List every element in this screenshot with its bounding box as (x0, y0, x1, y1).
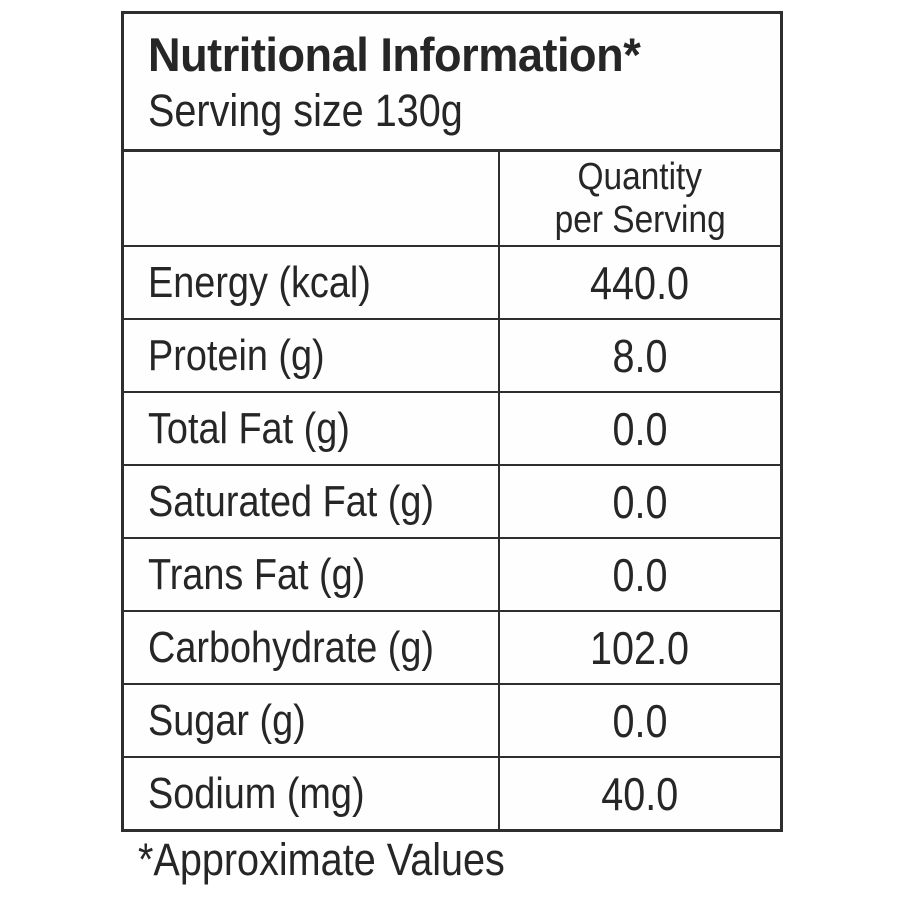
quantity-header-line1: Quantity (577, 155, 703, 198)
table-row: Total Fat (g) 0.0 (124, 391, 780, 464)
label-title: Nutritional Information* (148, 28, 641, 81)
nutrient-value-cell: 0.0 (498, 539, 780, 610)
nutrient-name: Trans Fat (g) (148, 549, 366, 599)
nutrient-name-cell: Trans Fat (g) (124, 539, 498, 610)
nutrient-value: 0.0 (612, 475, 668, 528)
nutrient-name-cell: Total Fat (g) (124, 393, 498, 464)
serving-size: Serving size 130g (148, 85, 463, 137)
nutrient-value-cell: 0.0 (498, 393, 780, 464)
table-row: Protein (g) 8.0 (124, 318, 780, 391)
table-row: Saturated Fat (g) 0.0 (124, 464, 780, 537)
nutrient-name: Sodium (mg) (148, 768, 365, 818)
nutrient-value-cell: 0.0 (498, 466, 780, 537)
nutrient-value: 0.0 (612, 694, 668, 747)
nutrient-name-cell: Sodium (mg) (124, 758, 498, 829)
nutrient-name-cell: Carbohydrate (g) (124, 612, 498, 683)
nutrient-value: 440.0 (590, 256, 690, 309)
nutrient-name-cell: Sugar (g) (124, 685, 498, 756)
table-row: Energy (kcal) 440.0 (124, 245, 780, 318)
nutrient-name-cell: Saturated Fat (g) (124, 466, 498, 537)
table-header-row: Quantity per Serving (124, 152, 780, 245)
nutrient-value-cell: 0.0 (498, 685, 780, 756)
nutrient-name: Energy (kcal) (148, 257, 371, 307)
nutrient-name: Protein (g) (148, 330, 325, 380)
table-row: Sodium (mg) 40.0 (124, 756, 780, 829)
nutrient-name: Sugar (g) (148, 695, 306, 745)
table-body: Energy (kcal) 440.0 Protein (g) 8.0 Tota… (124, 245, 780, 829)
quantity-header-line2: per Serving (554, 198, 726, 241)
footnote: *Approximate Values (138, 834, 505, 885)
nutrient-column-header (124, 152, 498, 245)
nutrient-name-cell: Protein (g) (124, 320, 498, 391)
nutrient-name-cell: Energy (kcal) (124, 247, 498, 318)
nutrient-value: 0.0 (612, 548, 668, 601)
nutrient-value: 102.0 (590, 621, 690, 674)
table-row: Trans Fat (g) 0.0 (124, 537, 780, 610)
nutrient-name: Saturated Fat (g) (148, 476, 435, 526)
quantity-column-header: Quantity per Serving (498, 152, 780, 245)
nutrient-value: 8.0 (612, 329, 668, 382)
nutrient-value: 0.0 (612, 402, 668, 455)
nutrient-name: Carbohydrate (g) (148, 622, 435, 672)
table-row: Sugar (g) 0.0 (124, 683, 780, 756)
nutrient-value-cell: 102.0 (498, 612, 780, 683)
table-row: Carbohydrate (g) 102.0 (124, 610, 780, 683)
nutrient-value: 40.0 (601, 767, 679, 820)
nutrient-name: Total Fat (g) (148, 403, 350, 453)
nutrient-value-cell: 8.0 (498, 320, 780, 391)
nutrient-value-cell: 440.0 (498, 247, 780, 318)
nutrient-value-cell: 40.0 (498, 758, 780, 829)
nutrition-table: Nutritional Information* Serving size 13… (121, 11, 783, 832)
title-block: Nutritional Information* Serving size 13… (124, 14, 780, 152)
